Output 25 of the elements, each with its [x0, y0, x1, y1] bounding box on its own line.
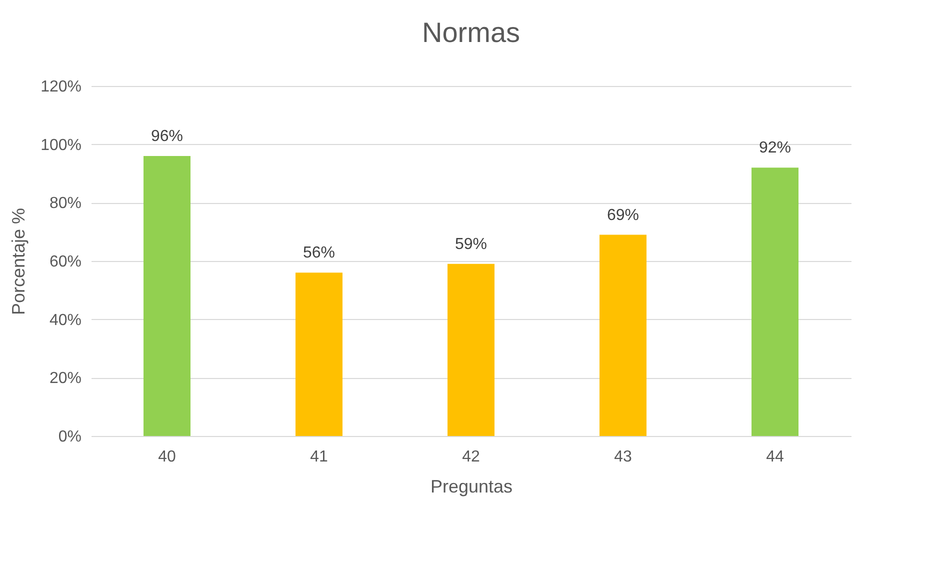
data-label: 59%	[454, 236, 488, 253]
y-tick-label: 60%	[49, 254, 82, 270]
y-tick-label: 40%	[49, 312, 82, 329]
data-label: 96%	[150, 128, 184, 145]
chart-title: Normas	[422, 17, 520, 48]
y-tick-label: 120%	[40, 78, 82, 96]
bar	[600, 234, 646, 436]
y-tick-label: 100%	[40, 136, 82, 154]
y-axis-title: Porcentaje %	[8, 208, 29, 316]
x-tick-label: 42	[462, 448, 480, 466]
x-tick-label: 41	[310, 448, 328, 466]
x-tick-label: 44	[766, 448, 784, 466]
data-label: 56%	[302, 244, 336, 262]
x-tick-label: 43	[614, 448, 632, 466]
y-tick-label: 0%	[58, 428, 82, 446]
bar	[448, 264, 494, 436]
data-label: 92%	[758, 140, 792, 157]
data-label: 69%	[606, 206, 640, 224]
y-tick-label: 20%	[49, 370, 82, 388]
bar	[752, 168, 798, 436]
x-axis-title: Preguntas	[430, 476, 513, 496]
y-tick-label: 80%	[49, 195, 82, 212]
bar	[144, 156, 190, 436]
x-tick-label: 40	[158, 448, 176, 466]
bar	[296, 272, 342, 436]
